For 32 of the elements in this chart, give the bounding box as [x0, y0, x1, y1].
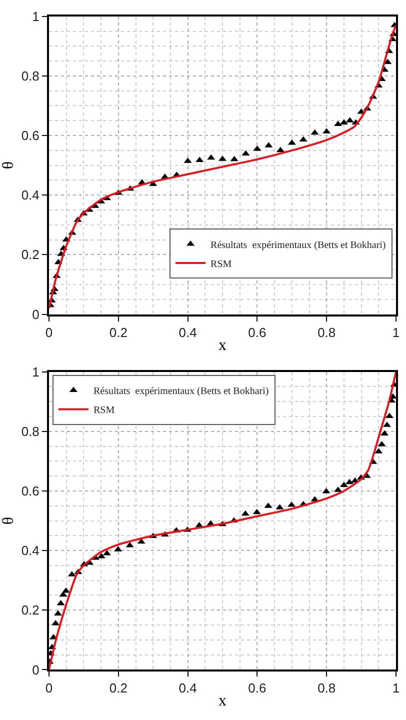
legend-label: RSM: [210, 258, 232, 270]
y-axis-title: θ: [0, 161, 17, 170]
x-tick-label: 0.6: [248, 680, 266, 696]
legend-label: Résultats expérimentaux (Betts et Bokhari): [210, 240, 386, 251]
x-tick-label: 0.2: [109, 324, 128, 340]
x-tick-label: 1: [392, 680, 400, 696]
legend-label: Résultats expérimentaux (Betts et Bokhari): [93, 386, 269, 398]
y-tick-label: 0: [32, 306, 40, 322]
y-tick-label: 0.8: [21, 68, 40, 84]
x-axis-title: x: [218, 692, 226, 710]
y-tick-label: 0.6: [21, 128, 40, 144]
y-tick-label: 0.6: [21, 484, 40, 499]
x-tick-label: 0: [45, 680, 53, 696]
x-tick-label: 0: [45, 324, 53, 340]
y-tick-label: 0.8: [21, 424, 40, 439]
y-tick-label: 1: [32, 8, 40, 24]
x-tick-label: 0.6: [248, 324, 266, 340]
x-tick-label: 0.8: [318, 680, 336, 696]
y-tick-label: 1: [32, 364, 40, 380]
y-tick-label: 0.2: [21, 247, 40, 262]
y-axis-title: θ: [0, 516, 17, 525]
x-axis-title: x: [218, 337, 226, 354]
x-tick-label: 0.8: [318, 324, 336, 340]
x-tick-label: 0.4: [178, 680, 197, 696]
y-tick-label: 0.2: [21, 602, 40, 618]
y-tick-label: 0.4: [21, 543, 40, 558]
legend-label: RSM: [93, 405, 115, 416]
x-tick-label: 0.2: [109, 680, 128, 696]
x-tick-label: 1: [392, 324, 400, 340]
x-tick-label: 0.4: [178, 324, 197, 340]
y-tick-label: 0.4: [21, 188, 40, 203]
y-tick-label: 0: [32, 662, 40, 678]
